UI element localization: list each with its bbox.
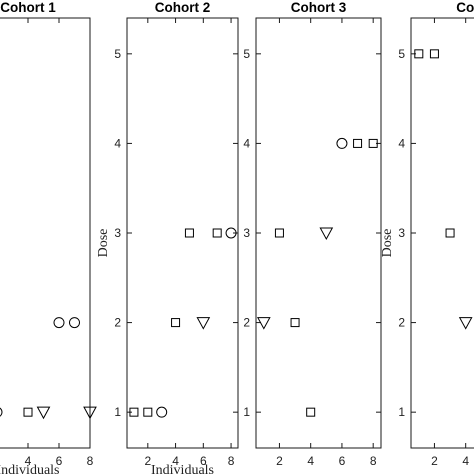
square-marker	[171, 318, 181, 328]
x-tick-label: 8	[370, 454, 377, 468]
y-tick-label: 2	[243, 316, 250, 330]
y-tick-label: 5	[398, 47, 405, 61]
panel-title: Coho	[456, 0, 474, 15]
square-marker	[353, 138, 363, 148]
square-marker	[414, 49, 424, 59]
square-marker	[368, 138, 378, 148]
plot-frame	[126, 17, 239, 449]
square-marker	[129, 407, 139, 417]
y-tick-label: 4	[243, 136, 250, 150]
triangle-down-marker	[256, 317, 271, 330]
cohort-panel-2: Cohort 2 2 4 6 8 1 2 3 4 5 Individuals Dose	[96, 0, 239, 474]
circle-marker	[53, 317, 65, 329]
x-tick-label: 2	[276, 454, 283, 468]
circle-marker	[156, 406, 168, 418]
circle-marker	[69, 317, 80, 329]
panel-title: Cohort 3	[291, 0, 347, 15]
circle-marker	[0, 407, 3, 417]
y-axis-label: Dose	[96, 229, 111, 258]
y-tick-label: 3	[398, 226, 405, 240]
x-tick-label: 6	[200, 454, 207, 468]
x-tick-label: 8	[228, 454, 235, 468]
x-tick-label: 4	[25, 454, 32, 468]
x-axis-label: Individuals	[0, 463, 60, 474]
triangle-down-marker	[36, 406, 51, 420]
y-tick-label: 3	[114, 226, 121, 240]
x-tick-label: 4	[462, 454, 469, 468]
y-tick-label: 5	[114, 47, 121, 61]
triangle-down-marker	[458, 317, 473, 330]
plot-frame	[255, 17, 382, 449]
circle-marker	[336, 137, 348, 149]
x-tick-label: 4	[307, 454, 314, 468]
y-tick-label: 5	[243, 47, 250, 61]
panel-title: Cohort 1	[0, 0, 56, 15]
y-tick-label: 1	[243, 405, 250, 419]
x-tick-label: 2	[144, 454, 151, 468]
cohort-panel-4: Coho 2 4 1 2 3 4 5 Dose	[380, 0, 474, 468]
y-axis-label: Dose	[380, 229, 395, 258]
triangle-down-marker	[196, 317, 211, 330]
y-tick-label: 2	[114, 316, 121, 330]
square-marker	[306, 407, 316, 417]
x-tick-label: 6	[56, 454, 63, 468]
circle-marker	[225, 227, 237, 239]
x-tick-label: 6	[339, 454, 346, 468]
x-axis-label: Individuals	[151, 463, 214, 474]
panel-title: Cohort 2	[155, 0, 211, 15]
plot-frame	[0, 17, 91, 449]
cohort-panel-3: Cohort 3 2 4 6 8 1 2 3 4 5	[243, 0, 382, 468]
triangle-down-marker	[83, 406, 97, 420]
y-tick-label: 4	[114, 136, 121, 150]
cohort-panel-1: Cohort 1 2 4 6 8 Individuals	[0, 0, 97, 474]
plot-frame	[410, 17, 474, 449]
square-marker	[23, 407, 33, 417]
x-tick-label: 2	[431, 454, 438, 468]
y-tick-label: 3	[243, 226, 250, 240]
triangle-down-marker	[319, 227, 334, 241]
square-marker	[143, 407, 153, 417]
y-tick-label: 1	[114, 405, 121, 419]
y-tick-label: 2	[398, 316, 405, 330]
square-marker	[184, 228, 194, 238]
square-marker	[274, 228, 284, 238]
square-marker	[429, 49, 439, 59]
x-tick-label: 4	[172, 454, 179, 468]
square-marker	[290, 318, 300, 328]
x-tick-label: 8	[87, 454, 94, 468]
square-marker	[445, 228, 455, 238]
y-tick-label: 4	[398, 136, 405, 150]
y-tick-label: 1	[398, 405, 405, 419]
x-tick-label: 2	[0, 454, 1, 468]
square-marker	[212, 228, 222, 238]
